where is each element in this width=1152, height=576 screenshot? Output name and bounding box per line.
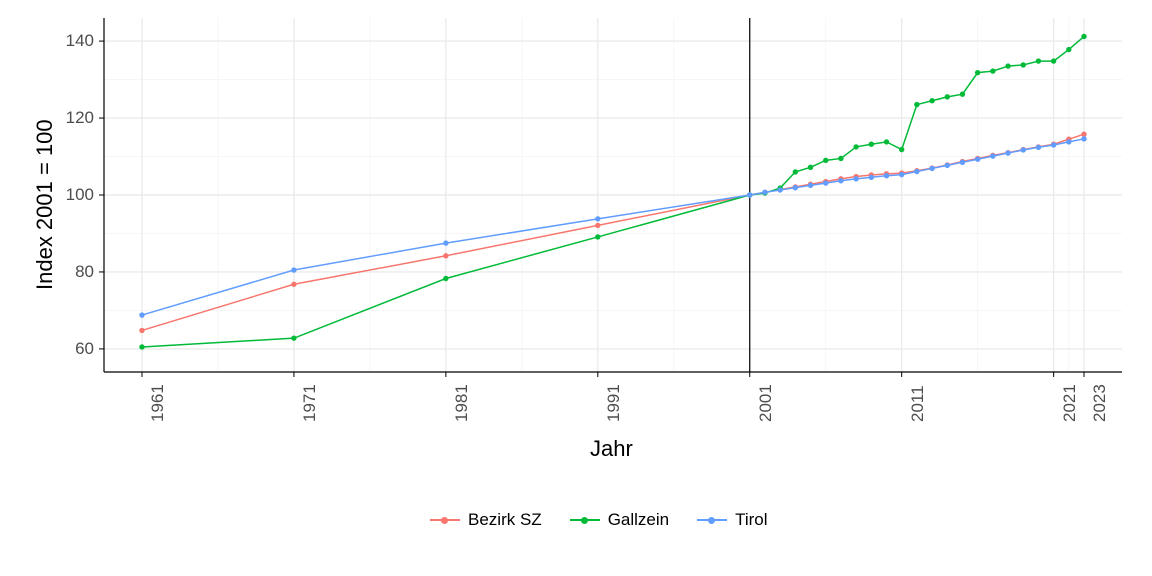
series-point (975, 70, 980, 75)
series-point (823, 158, 828, 163)
series-point (990, 153, 995, 158)
series-point (1021, 62, 1026, 67)
series-point (595, 234, 600, 239)
series-point (1036, 145, 1041, 150)
x-tick-label: 1981 (452, 384, 472, 422)
series-point (990, 68, 995, 73)
series-point (914, 169, 919, 174)
series-point (960, 160, 965, 165)
y-tick-label: 80 (54, 262, 94, 282)
series-point (1051, 58, 1056, 63)
series-point (1066, 47, 1071, 52)
series-point (1081, 132, 1086, 137)
series-point (899, 172, 904, 177)
series-point (1005, 150, 1010, 155)
series-point (853, 144, 858, 149)
legend-item-gallzein: Gallzein (570, 510, 669, 530)
chart-svg (0, 0, 1152, 576)
chart-container: Index 2001 = 100 Jahr 608010012014019611… (0, 0, 1152, 576)
series-point (291, 267, 296, 272)
series-point (945, 163, 950, 168)
series-point (823, 180, 828, 185)
x-tick-label: 1961 (148, 384, 168, 422)
series-point (884, 139, 889, 144)
series-point (960, 91, 965, 96)
legend-item-tirol: Tirol (697, 510, 767, 530)
series-point (1021, 147, 1026, 152)
legend-swatch (570, 513, 600, 527)
y-tick-label: 140 (54, 31, 94, 51)
series-point (793, 185, 798, 190)
y-tick-label: 60 (54, 339, 94, 359)
legend-label: Gallzein (608, 510, 669, 530)
series-point (929, 166, 934, 171)
x-tick-label: 1971 (300, 384, 320, 422)
x-axis-title: Jahr (590, 436, 633, 462)
series-point (1081, 136, 1086, 141)
series-point (1066, 139, 1071, 144)
series-point (838, 156, 843, 161)
series-point (291, 282, 296, 287)
y-tick-label: 100 (54, 185, 94, 205)
x-tick-label: 2001 (756, 384, 776, 422)
series-point (595, 216, 600, 221)
series-point (443, 253, 448, 258)
series-point (869, 175, 874, 180)
legend-label: Bezirk SZ (468, 510, 542, 530)
series-point (747, 192, 752, 197)
series-point (1036, 58, 1041, 63)
series-point (443, 240, 448, 245)
x-tick-label: 2021 (1060, 384, 1080, 422)
series-point (139, 328, 144, 333)
series-point (838, 178, 843, 183)
legend: Bezirk SZ Gallzein Tirol (430, 510, 768, 530)
series-point (443, 276, 448, 281)
series-point (914, 102, 919, 107)
series-point (853, 176, 858, 181)
series-point (869, 142, 874, 147)
y-tick-label: 120 (54, 108, 94, 128)
legend-item-bezirk-sz: Bezirk SZ (430, 510, 542, 530)
series-point (884, 173, 889, 178)
series-point (1081, 34, 1086, 39)
series-point (899, 147, 904, 152)
legend-label: Tirol (735, 510, 767, 530)
series-point (975, 157, 980, 162)
series-point (808, 183, 813, 188)
series-point (945, 94, 950, 99)
series-point (777, 187, 782, 192)
x-tick-label: 1991 (604, 384, 624, 422)
series-point (762, 190, 767, 195)
x-tick-label: 2023 (1090, 384, 1110, 422)
series-point (793, 169, 798, 174)
series-point (595, 223, 600, 228)
series-point (139, 312, 144, 317)
legend-swatch (697, 513, 727, 527)
series-point (808, 165, 813, 170)
legend-swatch (430, 513, 460, 527)
series-point (139, 344, 144, 349)
series-point (1005, 63, 1010, 68)
x-tick-label: 2011 (908, 385, 928, 422)
series-point (1051, 142, 1056, 147)
series-point (291, 335, 296, 340)
series-point (929, 98, 934, 103)
